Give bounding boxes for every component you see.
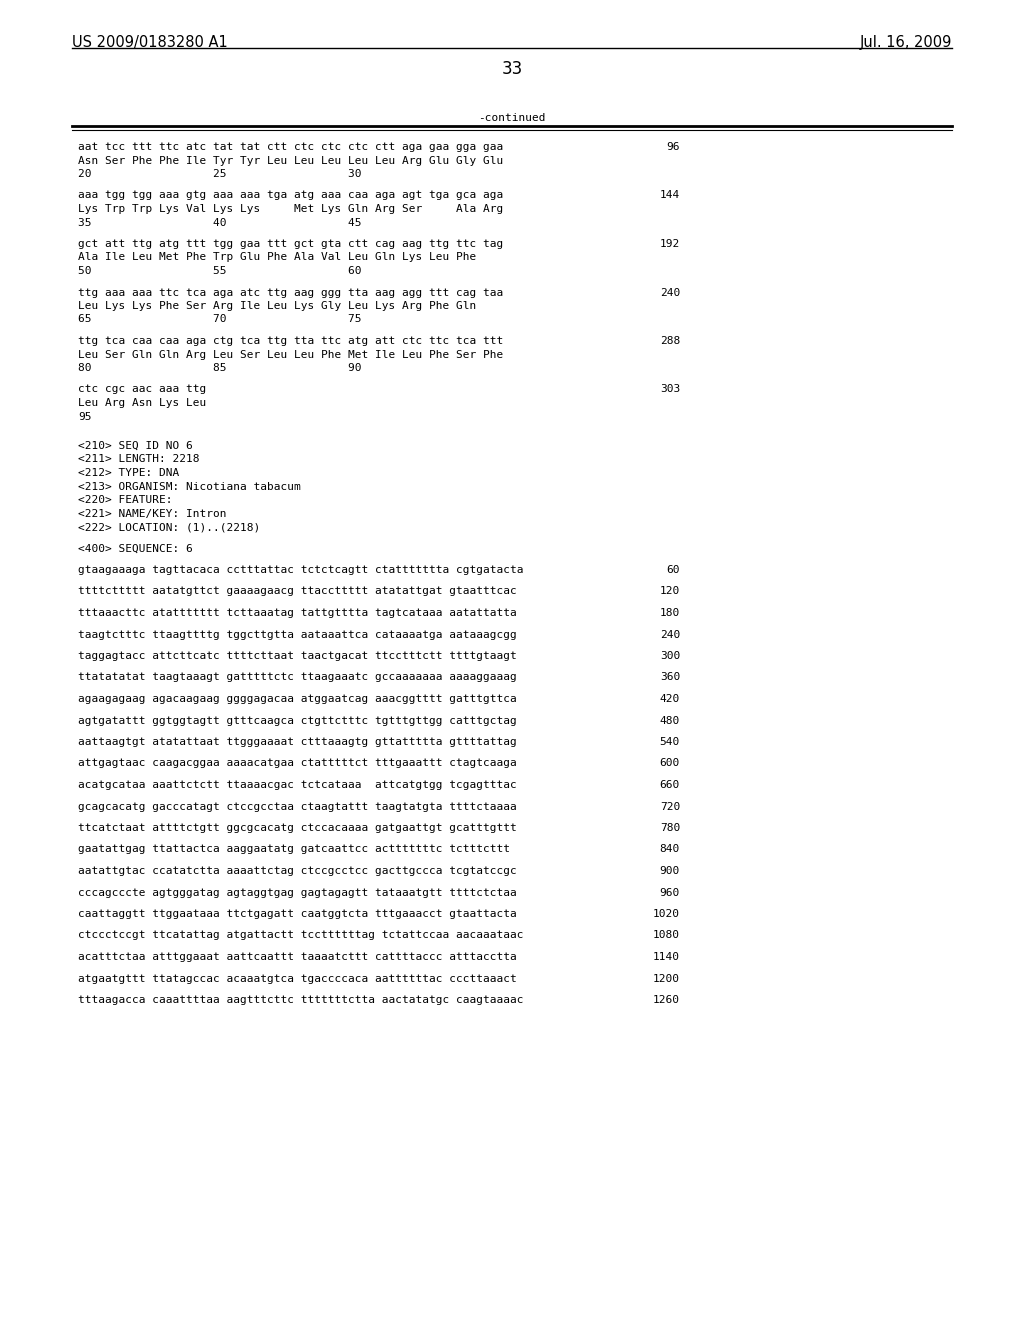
Text: 303: 303 xyxy=(659,384,680,395)
Text: 900: 900 xyxy=(659,866,680,876)
Text: tttaagacca caaattttaa aagtttcttc tttttttctta aactatatgc caagtaaaac: tttaagacca caaattttaa aagtttcttc ttttttt… xyxy=(78,995,523,1005)
Text: cccagcccte agtgggatag agtaggtgag gagtagagtt tataaatgtt ttttctctaa: cccagcccte agtgggatag agtaggtgag gagtaga… xyxy=(78,887,517,898)
Text: 960: 960 xyxy=(659,887,680,898)
Text: 35                  40                  45: 35 40 45 xyxy=(78,218,361,227)
Text: ctc cgc aac aaa ttg: ctc cgc aac aaa ttg xyxy=(78,384,206,395)
Text: aattaagtgt atatattaat ttgggaaaat ctttaaagtg gttattttta gttttattag: aattaagtgt atatattaat ttgggaaaat ctttaaa… xyxy=(78,737,517,747)
Text: ttg aaa aaa ttc tca aga atc ttg aag ggg tta aag agg ttt cag taa: ttg aaa aaa ttc tca aga atc ttg aag ggg … xyxy=(78,288,503,297)
Text: aatattgtac ccatatctta aaaattctag ctccgcctcc gacttgccca tcgtatccgc: aatattgtac ccatatctta aaaattctag ctccgcc… xyxy=(78,866,517,876)
Text: aat tcc ttt ttc atc tat tat ctt ctc ctc ctc ctt aga gaa gga gaa: aat tcc ttt ttc atc tat tat ctt ctc ctc … xyxy=(78,143,503,152)
Text: 540: 540 xyxy=(659,737,680,747)
Text: gct att ttg atg ttt tgg gaa ttt gct gta ctt cag aag ttg ttc tag: gct att ttg atg ttt tgg gaa ttt gct gta … xyxy=(78,239,503,249)
Text: 240: 240 xyxy=(659,630,680,639)
Text: US 2009/0183280 A1: US 2009/0183280 A1 xyxy=(72,36,227,50)
Text: 50                  55                  60: 50 55 60 xyxy=(78,267,361,276)
Text: Ala Ile Leu Met Phe Trp Glu Phe Ala Val Leu Gln Lys Leu Phe: Ala Ile Leu Met Phe Trp Glu Phe Ala Val … xyxy=(78,252,476,263)
Text: Lys Trp Trp Lys Val Lys Lys     Met Lys Gln Arg Ser     Ala Arg: Lys Trp Trp Lys Val Lys Lys Met Lys Gln … xyxy=(78,205,503,214)
Text: <213> ORGANISM: Nicotiana tabacum: <213> ORGANISM: Nicotiana tabacum xyxy=(78,482,301,491)
Text: 360: 360 xyxy=(659,672,680,682)
Text: 288: 288 xyxy=(659,337,680,346)
Text: ttatatatat taagtaaagt gatttttctc ttaagaaatc gccaaaaaaa aaaaggaaag: ttatatatat taagtaaagt gatttttctc ttaagaa… xyxy=(78,672,517,682)
Text: 1200: 1200 xyxy=(653,974,680,983)
Text: gtaagaaaga tagttacaca cctttattac tctctcagtt ctattttttta cgtgatacta: gtaagaaaga tagttacaca cctttattac tctctca… xyxy=(78,565,523,576)
Text: 80                  85                  90: 80 85 90 xyxy=(78,363,361,374)
Text: 240: 240 xyxy=(659,288,680,297)
Text: -continued: -continued xyxy=(478,114,546,123)
Text: 33: 33 xyxy=(502,59,522,78)
Text: 180: 180 xyxy=(659,609,680,618)
Text: 65                  70                  75: 65 70 75 xyxy=(78,314,361,325)
Text: 420: 420 xyxy=(659,694,680,704)
Text: 60: 60 xyxy=(667,565,680,576)
Text: <210> SEQ ID NO 6: <210> SEQ ID NO 6 xyxy=(78,441,193,451)
Text: ttcatctaat attttctgtt ggcgcacatg ctccacaaaa gatgaattgt gcatttgttt: ttcatctaat attttctgtt ggcgcacatg ctccaca… xyxy=(78,822,517,833)
Text: gaatattgag ttattactca aaggaatatg gatcaattcc actttttttc tctttcttt: gaatattgag ttattactca aaggaatatg gatcaat… xyxy=(78,845,510,854)
Text: taagtctttc ttaagttttg tggcttgtta aataaattca cataaaatga aataaagcgg: taagtctttc ttaagttttg tggcttgtta aataaat… xyxy=(78,630,517,639)
Text: Leu Lys Lys Phe Ser Arg Ile Leu Lys Gly Leu Lys Arg Phe Gln: Leu Lys Lys Phe Ser Arg Ile Leu Lys Gly … xyxy=(78,301,476,312)
Text: ttttcttttt aatatgttct gaaaagaacg ttaccttttt atatattgat gtaatttcac: ttttcttttt aatatgttct gaaaagaacg ttacctt… xyxy=(78,586,517,597)
Text: <221> NAME/KEY: Intron: <221> NAME/KEY: Intron xyxy=(78,508,226,519)
Text: gcagcacatg gacccatagt ctccgcctaa ctaagtattt taagtatgta ttttctaaaa: gcagcacatg gacccatagt ctccgcctaa ctaagta… xyxy=(78,801,517,812)
Text: 840: 840 xyxy=(659,845,680,854)
Text: aaa tgg tgg aaa gtg aaa aaa tga atg aaa caa aga agt tga gca aga: aaa tgg tgg aaa gtg aaa aaa tga atg aaa … xyxy=(78,190,503,201)
Text: agaagagaag agacaagaag ggggagacaa atggaatcag aaacggtttt gatttgttca: agaagagaag agacaagaag ggggagacaa atggaat… xyxy=(78,694,517,704)
Text: 600: 600 xyxy=(659,759,680,768)
Text: <212> TYPE: DNA: <212> TYPE: DNA xyxy=(78,469,179,478)
Text: 1260: 1260 xyxy=(653,995,680,1005)
Text: tttaaacttc atattttttt tcttaaatag tattgtttta tagtcataaa aatattatta: tttaaacttc atattttttt tcttaaatag tattgtt… xyxy=(78,609,517,618)
Text: caattaggtt ttggaataaa ttctgagatt caatggtcta tttgaaacct gtaattacta: caattaggtt ttggaataaa ttctgagatt caatggt… xyxy=(78,909,517,919)
Text: 720: 720 xyxy=(659,801,680,812)
Text: taggagtacc attcttcatc ttttcttaat taactgacat ttcctttctt ttttgtaagt: taggagtacc attcttcatc ttttcttaat taactga… xyxy=(78,651,517,661)
Text: 96: 96 xyxy=(667,143,680,152)
Text: ttg tca caa caa aga ctg tca ttg tta ttc atg att ctc ttc tca ttt: ttg tca caa caa aga ctg tca ttg tta ttc … xyxy=(78,337,503,346)
Text: agtgatattt ggtggtagtt gtttcaagca ctgttctttc tgtttgttgg catttgctag: agtgatattt ggtggtagtt gtttcaagca ctgttct… xyxy=(78,715,517,726)
Text: attgagtaac caagacggaa aaaacatgaa ctatttttct tttgaaattt ctagtcaaga: attgagtaac caagacggaa aaaacatgaa ctatttt… xyxy=(78,759,517,768)
Text: 1140: 1140 xyxy=(653,952,680,962)
Text: 480: 480 xyxy=(659,715,680,726)
Text: acatttctaa atttggaaat aattcaattt taaaatcttt cattttaccc atttacctta: acatttctaa atttggaaat aattcaattt taaaatc… xyxy=(78,952,517,962)
Text: 1080: 1080 xyxy=(653,931,680,940)
Text: 20                  25                  30: 20 25 30 xyxy=(78,169,361,180)
Text: Leu Ser Gln Gln Arg Leu Ser Leu Leu Phe Met Ile Leu Phe Ser Phe: Leu Ser Gln Gln Arg Leu Ser Leu Leu Phe … xyxy=(78,350,503,359)
Text: 144: 144 xyxy=(659,190,680,201)
Text: 192: 192 xyxy=(659,239,680,249)
Text: 1020: 1020 xyxy=(653,909,680,919)
Text: Jul. 16, 2009: Jul. 16, 2009 xyxy=(859,36,952,50)
Text: <222> LOCATION: (1)..(2218): <222> LOCATION: (1)..(2218) xyxy=(78,521,260,532)
Text: 660: 660 xyxy=(659,780,680,789)
Text: <400> SEQUENCE: 6: <400> SEQUENCE: 6 xyxy=(78,544,193,553)
Text: <211> LENGTH: 2218: <211> LENGTH: 2218 xyxy=(78,454,200,465)
Text: 95: 95 xyxy=(78,412,91,421)
Text: Asn Ser Phe Phe Ile Tyr Tyr Leu Leu Leu Leu Leu Arg Glu Gly Glu: Asn Ser Phe Phe Ile Tyr Tyr Leu Leu Leu … xyxy=(78,156,503,165)
Text: 300: 300 xyxy=(659,651,680,661)
Text: acatgcataa aaattctctt ttaaaacgac tctcataaa  attcatgtgg tcgagtttac: acatgcataa aaattctctt ttaaaacgac tctcata… xyxy=(78,780,517,789)
Text: Leu Arg Asn Lys Leu: Leu Arg Asn Lys Leu xyxy=(78,399,206,408)
Text: ctccctccgt ttcatattag atgattactt tccttttttag tctattccaa aacaaataac: ctccctccgt ttcatattag atgattactt tcctttt… xyxy=(78,931,523,940)
Text: <220> FEATURE:: <220> FEATURE: xyxy=(78,495,172,506)
Text: atgaatgttt ttatagccac acaaatgtca tgaccccaca aattttttac cccttaaact: atgaatgttt ttatagccac acaaatgtca tgacccc… xyxy=(78,974,517,983)
Text: 780: 780 xyxy=(659,822,680,833)
Text: 120: 120 xyxy=(659,586,680,597)
